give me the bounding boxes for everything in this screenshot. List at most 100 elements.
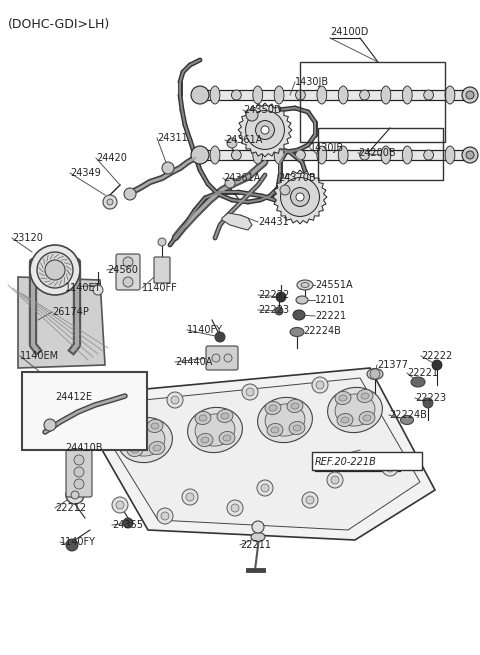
Circle shape: [45, 260, 65, 280]
Polygon shape: [222, 213, 252, 230]
Text: 22224B: 22224B: [389, 410, 427, 420]
Circle shape: [103, 195, 117, 209]
Bar: [318, 128, 443, 180]
Circle shape: [123, 518, 133, 528]
Circle shape: [191, 86, 209, 104]
Ellipse shape: [197, 434, 213, 447]
Ellipse shape: [339, 395, 347, 401]
Ellipse shape: [445, 86, 455, 104]
Circle shape: [246, 109, 258, 121]
Ellipse shape: [287, 400, 303, 413]
Bar: [312, 452, 422, 470]
Circle shape: [462, 87, 478, 103]
Text: 24361A: 24361A: [225, 135, 263, 145]
Ellipse shape: [360, 90, 370, 100]
Circle shape: [331, 476, 339, 484]
Ellipse shape: [231, 90, 241, 100]
Ellipse shape: [341, 417, 349, 423]
Circle shape: [302, 492, 318, 508]
Text: 1140FY: 1140FY: [187, 325, 223, 335]
Ellipse shape: [424, 90, 433, 100]
Ellipse shape: [381, 86, 391, 104]
Circle shape: [231, 504, 239, 512]
Circle shape: [466, 151, 474, 159]
Text: 21377: 21377: [377, 360, 408, 370]
Circle shape: [162, 162, 174, 174]
Polygon shape: [82, 368, 435, 540]
Circle shape: [74, 467, 84, 477]
Ellipse shape: [402, 146, 412, 164]
Circle shape: [280, 185, 290, 195]
Text: 24410B: 24410B: [65, 443, 103, 453]
Ellipse shape: [301, 282, 309, 288]
Circle shape: [255, 121, 275, 140]
Ellipse shape: [151, 423, 159, 429]
Text: 24100D: 24100D: [330, 27, 368, 37]
Ellipse shape: [210, 146, 220, 164]
Ellipse shape: [231, 150, 241, 160]
Ellipse shape: [293, 310, 305, 320]
Circle shape: [276, 292, 286, 302]
Ellipse shape: [129, 425, 137, 431]
Text: 23120: 23120: [12, 233, 43, 243]
Ellipse shape: [445, 146, 455, 164]
Ellipse shape: [251, 533, 265, 542]
Circle shape: [124, 188, 136, 200]
Circle shape: [316, 381, 324, 389]
Ellipse shape: [271, 427, 279, 433]
Ellipse shape: [153, 445, 161, 451]
Ellipse shape: [361, 393, 369, 399]
Circle shape: [386, 464, 394, 472]
Circle shape: [157, 508, 173, 524]
Circle shape: [74, 479, 84, 489]
Circle shape: [227, 500, 243, 516]
Ellipse shape: [424, 150, 433, 160]
Circle shape: [215, 332, 225, 342]
Text: 24350D: 24350D: [243, 105, 281, 115]
Circle shape: [296, 193, 304, 201]
Circle shape: [182, 489, 198, 505]
FancyBboxPatch shape: [116, 254, 140, 290]
Text: 24420: 24420: [96, 153, 127, 163]
Ellipse shape: [199, 415, 207, 421]
Text: 24370B: 24370B: [278, 173, 316, 183]
Ellipse shape: [269, 405, 277, 411]
Text: 1140FY: 1140FY: [60, 537, 96, 547]
Circle shape: [106, 406, 114, 414]
Circle shape: [370, 369, 380, 379]
Circle shape: [261, 126, 269, 134]
Ellipse shape: [131, 447, 139, 453]
Ellipse shape: [267, 424, 283, 436]
Polygon shape: [18, 277, 105, 368]
Text: 26174P: 26174P: [52, 307, 89, 317]
Ellipse shape: [338, 86, 348, 104]
Text: 24412E: 24412E: [55, 392, 92, 402]
Ellipse shape: [381, 146, 391, 164]
Ellipse shape: [317, 146, 327, 164]
Ellipse shape: [265, 402, 281, 415]
Ellipse shape: [357, 390, 373, 403]
Text: 24440A: 24440A: [175, 357, 212, 367]
Circle shape: [74, 455, 84, 465]
Circle shape: [66, 486, 84, 504]
Ellipse shape: [360, 150, 370, 160]
Text: 22222: 22222: [258, 290, 289, 300]
Bar: [205, 90, 465, 100]
Ellipse shape: [297, 280, 313, 290]
Ellipse shape: [265, 404, 305, 436]
Text: 22223: 22223: [258, 305, 289, 315]
Polygon shape: [95, 378, 420, 530]
Ellipse shape: [296, 296, 308, 304]
Circle shape: [123, 257, 133, 267]
Polygon shape: [238, 103, 292, 157]
Ellipse shape: [335, 394, 375, 426]
Ellipse shape: [127, 443, 143, 457]
Ellipse shape: [291, 403, 299, 409]
Ellipse shape: [253, 146, 263, 164]
Text: 24349: 24349: [70, 168, 101, 178]
Ellipse shape: [338, 146, 348, 164]
Ellipse shape: [188, 407, 242, 453]
Circle shape: [123, 277, 133, 287]
Circle shape: [161, 512, 169, 520]
Ellipse shape: [223, 435, 231, 441]
